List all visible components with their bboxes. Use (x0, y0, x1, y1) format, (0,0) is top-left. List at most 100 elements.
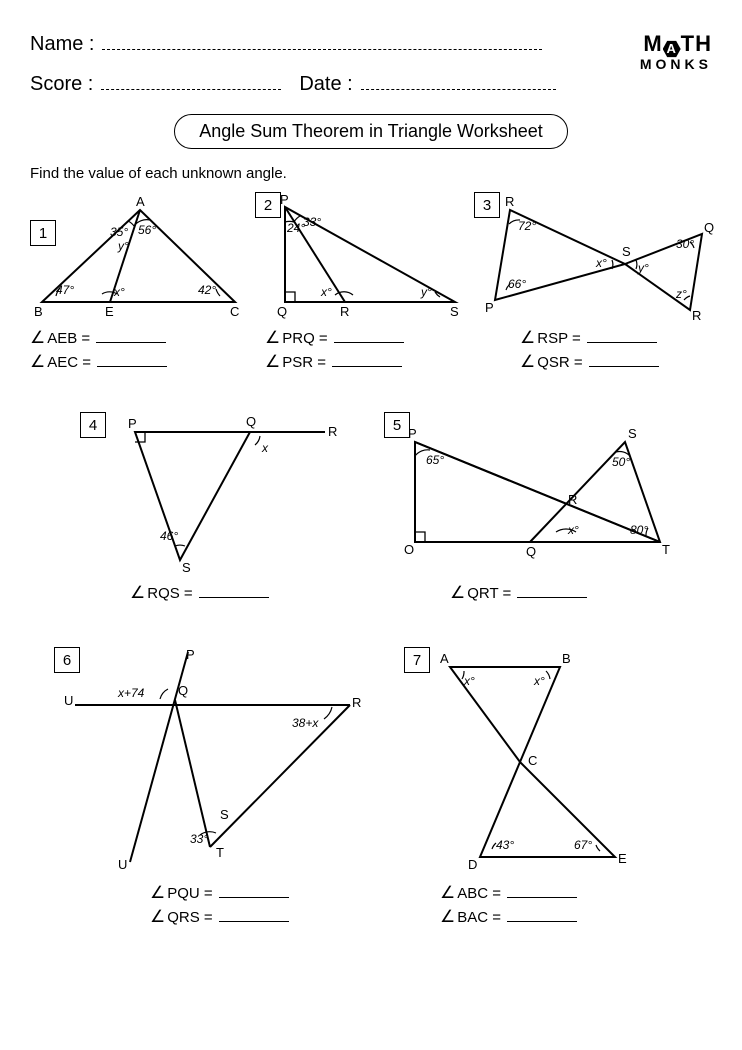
svg-text:x°: x° (595, 256, 607, 270)
problem-number: 2 (255, 192, 281, 218)
svg-text:S: S (628, 426, 637, 441)
answer-blank[interactable] (334, 330, 404, 344)
problem-4: 4 P Q R S x 46° ∠RQS = (110, 412, 350, 607)
answers-6: ∠PQU = ∠QRS = (150, 883, 360, 927)
answer-blank[interactable] (507, 909, 577, 923)
answers-1: ∠AEB = ∠AEC = (30, 328, 250, 372)
score-label: Score : (30, 73, 93, 96)
svg-text:R: R (692, 308, 701, 322)
problem-number: 3 (474, 192, 500, 218)
svg-text:y°: y° (420, 285, 432, 299)
problem-7: 7 A B C D E x° x° 43° 67° ∠ABC = ∠BAC (410, 647, 670, 931)
svg-text:S: S (220, 807, 229, 822)
svg-text:R: R (568, 492, 577, 507)
svg-text:Q: Q (246, 414, 256, 429)
svg-text:R: R (340, 304, 349, 319)
svg-text:30°: 30° (676, 237, 694, 251)
svg-text:T: T (216, 845, 224, 860)
svg-text:46°: 46° (160, 529, 178, 543)
answer-blank[interactable] (219, 885, 289, 899)
answers-7: ∠ABC = ∠BAC = (440, 883, 670, 927)
ans-label: AEB = (47, 330, 90, 347)
logo-monks: MONKS (640, 58, 712, 71)
svg-text:E: E (618, 851, 627, 866)
score-date-row: Score : Date : (30, 70, 712, 96)
svg-text:50°: 50° (612, 455, 630, 469)
svg-text:Q: Q (277, 304, 287, 319)
answers-4: ∠RQS = (130, 583, 350, 603)
svg-text:U: U (64, 693, 73, 708)
ans-label: PQU = (167, 885, 212, 902)
svg-text:E: E (105, 304, 114, 319)
name-label: Name : (30, 33, 94, 56)
answer-blank[interactable] (589, 354, 659, 368)
svg-text:S: S (182, 560, 191, 575)
ans-label: BAC = (457, 909, 501, 926)
answer-blank[interactable] (332, 354, 402, 368)
svg-text:A: A (440, 651, 449, 666)
svg-text:66°: 66° (508, 277, 526, 291)
answer-blank[interactable] (96, 330, 166, 344)
svg-text:x°: x° (567, 523, 579, 537)
svg-text:B: B (562, 651, 571, 666)
svg-text:R: R (505, 194, 514, 209)
problem-6: 6 P Q R S T U U x+74 38+x 33° (60, 647, 360, 931)
answer-blank[interactable] (507, 885, 577, 899)
answer-blank[interactable] (517, 585, 587, 599)
triangle-6-diagram: P Q R S T U U x+74 38+x 33° (60, 647, 370, 877)
instruction-text: Find the value of each unknown angle. (30, 165, 712, 182)
problems-area: A B E C 56° 35° y° 47° x° 42° 1 ∠AEB = ∠… (30, 192, 712, 1022)
ans-label: QRT = (467, 585, 511, 602)
svg-text:Q: Q (704, 220, 714, 235)
svg-text:P: P (186, 647, 195, 662)
ans-label: PSR = (282, 354, 326, 371)
problem-5: 5 P O Q R S T 65° 50° 80° x° (390, 412, 690, 607)
ans-label: RSP = (537, 330, 581, 347)
svg-text:56°: 56° (138, 223, 156, 237)
triangle-1-diagram: A B E C 56° 35° y° 47° x° 42° (30, 192, 250, 322)
svg-text:y°: y° (117, 239, 129, 253)
ans-label: AEC = (47, 354, 91, 371)
svg-text:T: T (662, 542, 670, 557)
svg-text:x°: x° (533, 674, 545, 688)
answer-blank[interactable] (199, 585, 269, 599)
svg-text:P: P (128, 416, 137, 431)
svg-text:U: U (118, 857, 127, 872)
svg-text:B: B (34, 304, 43, 319)
problem-3: R P S Q R 72° 66° x° y° 30° z° 3 ∠RSP = … (480, 192, 715, 376)
svg-text:C: C (230, 304, 239, 319)
svg-text:x°: x° (463, 674, 475, 688)
triangle-5-diagram: P O Q R S T 65° 50° 80° x° (390, 412, 690, 577)
svg-text:S: S (450, 304, 459, 319)
date-blank[interactable] (361, 70, 556, 90)
name-field: Name : (30, 30, 712, 56)
ans-label: RQS = (147, 585, 192, 602)
ans-label: ABC = (457, 885, 501, 902)
svg-text:43°: 43° (496, 838, 514, 852)
svg-text:x+74: x+74 (117, 686, 145, 700)
worksheet-title: Angle Sum Theorem in Triangle Worksheet (174, 114, 568, 149)
answer-blank[interactable] (219, 909, 289, 923)
svg-text:R: R (352, 695, 361, 710)
svg-text:72°: 72° (518, 219, 536, 233)
score-blank[interactable] (101, 70, 281, 90)
svg-text:x°: x° (113, 285, 125, 299)
svg-text:Q: Q (178, 683, 188, 698)
triangle-3-diagram: R P S Q R 72° 66° x° y° 30° z° (480, 192, 715, 322)
problem-number: 5 (384, 412, 410, 438)
svg-text:42°: 42° (198, 283, 216, 297)
name-blank[interactable] (102, 30, 542, 50)
svg-text:C: C (528, 753, 537, 768)
triangle-7-diagram: A B C D E x° x° 43° 67° (410, 647, 640, 877)
ans-label: QSR = (537, 354, 582, 371)
answer-blank[interactable] (587, 330, 657, 344)
answer-blank[interactable] (97, 354, 167, 368)
ans-label: PRQ = (282, 330, 327, 347)
svg-text:R: R (328, 424, 337, 439)
problem-number: 7 (404, 647, 430, 673)
problem-number: 4 (80, 412, 106, 438)
svg-text:D: D (468, 857, 477, 872)
svg-text:x°: x° (320, 285, 332, 299)
svg-text:z°: z° (675, 287, 687, 301)
ans-label: QRS = (167, 909, 212, 926)
